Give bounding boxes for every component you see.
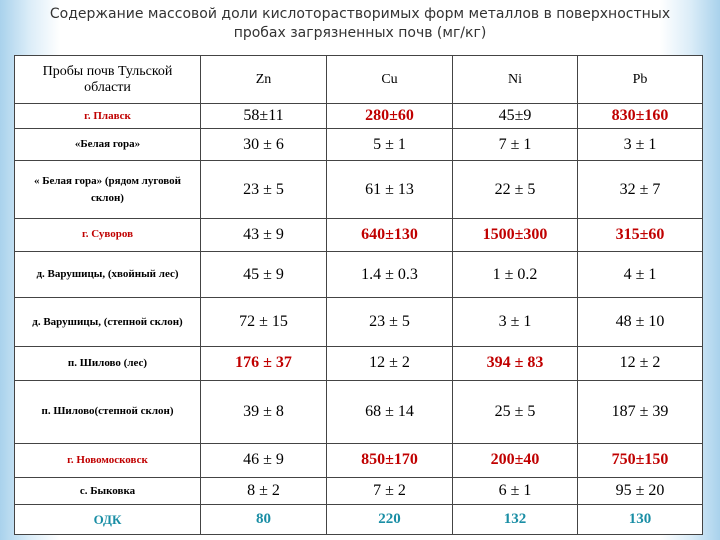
row-label: г. Новомосковск <box>14 443 201 478</box>
cell-zn: 43 ± 9 <box>200 218 327 252</box>
cell-ni: 25 ± 5 <box>452 379 578 445</box>
cell-ni: 1 ± 0.2 <box>452 250 578 299</box>
cell-zn: 8 ± 2 <box>200 476 327 506</box>
cell-cu: 5 ± 1 <box>326 128 453 162</box>
row-label: п. Шилово(степной склон) <box>14 379 201 445</box>
cell-pb: 130 <box>577 504 703 535</box>
row-label: г. Суворов <box>14 218 201 252</box>
cell-ni: 200±40 <box>452 443 578 478</box>
cell-cu: 850±170 <box>326 443 453 478</box>
title-line-2: пробах загрязненных почв (мг/кг) <box>233 25 487 41</box>
table-header-row: Пробы почв Тульской области Zn Cu Ni Pb <box>14 55 703 104</box>
table-row: « Белая гора» (рядом луговой склон) 23 ± … <box>14 160 703 220</box>
cell-cu: 1.4 ± 0.3 <box>326 250 453 299</box>
title-line-1: Содержание массовой доли кислотораствори… <box>49 6 671 22</box>
row-label: д. Варушицы, (хвойный лес) <box>14 250 201 299</box>
cell-ni: 22 ± 5 <box>452 160 578 220</box>
cell-zn: 80 <box>200 504 327 535</box>
header-cu: Cu <box>326 55 453 104</box>
cell-pb: 187 ± 39 <box>577 379 703 445</box>
metals-table: Пробы почв Тульской области Zn Cu Ni Pb … <box>14 55 703 535</box>
cell-zn: 45 ± 9 <box>200 250 327 299</box>
row-label: д. Варушицы, (степной склон) <box>14 297 201 347</box>
slide-title: Содержание массовой доли кислотораствори… <box>0 5 720 43</box>
cell-cu: 23 ± 5 <box>326 297 453 347</box>
cell-cu: 280±60 <box>326 102 453 130</box>
header-pb: Pb <box>577 55 703 104</box>
row-label: г. Плавск <box>14 102 201 130</box>
cell-zn: 39 ± 8 <box>200 379 327 445</box>
header-probes: Пробы почв Тульской области <box>14 55 201 104</box>
table-row: г. Плавск 58±11 280±60 45±9 830±160 <box>14 102 703 130</box>
odk-row: ОДК 80 220 132 130 <box>14 504 703 535</box>
cell-cu: 68 ± 14 <box>326 379 453 445</box>
header-zn: Zn <box>200 55 327 104</box>
cell-cu: 12 ± 2 <box>326 345 453 381</box>
table-row: п. Шилово(степной склон) 39 ± 8 68 ± 14 25 … <box>14 379 703 445</box>
cell-pb: 12 ± 2 <box>577 345 703 381</box>
cell-pb: 315±60 <box>577 218 703 252</box>
cell-ni: 394 ± 83 <box>452 345 578 381</box>
cell-pb: 4 ± 1 <box>577 250 703 299</box>
table-row: г. Суворов 43 ± 9 640±130 1500±300 315±60 <box>14 218 703 252</box>
cell-cu: 220 <box>326 504 453 535</box>
cell-zn: 176 ± 37 <box>200 345 327 381</box>
cell-cu: 61 ± 13 <box>326 160 453 220</box>
cell-pb: 3 ± 1 <box>577 128 703 162</box>
table-body: г. Плавск 58±11 280±60 45±9 830±160 «Белая го… <box>14 102 703 535</box>
cell-zn: 58±11 <box>200 102 327 130</box>
cell-pb: 32 ± 7 <box>577 160 703 220</box>
cell-pb: 830±160 <box>577 102 703 130</box>
row-label: с. Быковка <box>14 476 201 506</box>
row-label: «Белая гора» <box>14 128 201 162</box>
cell-pb: 48 ± 10 <box>577 297 703 347</box>
cell-ni: 1500±300 <box>452 218 578 252</box>
cell-zn: 30 ± 6 <box>200 128 327 162</box>
cell-cu: 640±130 <box>326 218 453 252</box>
header-ni: Ni <box>452 55 578 104</box>
table-row: п. Шилово (лес) 176 ± 37 12 ± 2 394 ± 83 12 … <box>14 345 703 381</box>
cell-ni: 3 ± 1 <box>452 297 578 347</box>
cell-ni: 6 ± 1 <box>452 476 578 506</box>
table-row: д. Варушицы, (степной склон) 72 ± 15 23 ± … <box>14 297 703 347</box>
cell-zn: 46 ± 9 <box>200 443 327 478</box>
cell-ni: 7 ± 1 <box>452 128 578 162</box>
row-label: « Белая гора» (рядом луговой склон) <box>14 160 201 220</box>
cell-zn: 72 ± 15 <box>200 297 327 347</box>
table-row: д. Варушицы, (хвойный лес) 45 ± 9 1.4 ± 0.… <box>14 250 703 299</box>
row-label: ОДК <box>14 504 201 535</box>
cell-ni: 45±9 <box>452 102 578 130</box>
row-label: п. Шилово (лес) <box>14 345 201 381</box>
cell-pb: 95 ± 20 <box>577 476 703 506</box>
table-row: г. Новомосковск 46 ± 9 850±170 200±40 750±15… <box>14 443 703 478</box>
cell-pb: 750±150 <box>577 443 703 478</box>
cell-ni: 132 <box>452 504 578 535</box>
cell-zn: 23 ± 5 <box>200 160 327 220</box>
cell-cu: 7 ± 2 <box>326 476 453 506</box>
